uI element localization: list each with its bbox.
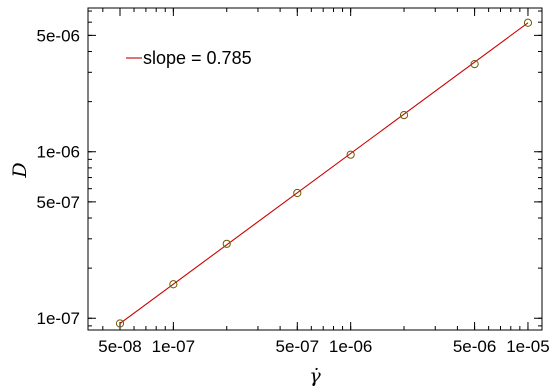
plot-border <box>87 7 543 331</box>
x-axis-label: γ̇ <box>309 365 321 387</box>
data-point <box>169 280 178 289</box>
x-tick-label: 5e-07 <box>276 337 319 356</box>
data-point <box>470 60 479 69</box>
data-point <box>523 18 533 27</box>
legend: slope = 0.785 <box>126 48 252 68</box>
y-tick-label: 1e-07 <box>37 309 80 328</box>
x-tick-label: 5e-06 <box>453 337 496 356</box>
x-axis-ticks: 5e-08 1e-07 5e-07 1e-06 5e-06 1e-05 <box>98 8 550 356</box>
fit-line-layer <box>119 22 529 324</box>
data-point <box>346 150 355 159</box>
x-tick-label: 1e-05 <box>506 337 549 356</box>
data-point <box>115 319 125 328</box>
y-axis-label: D <box>9 162 31 178</box>
y-axis-ticks: 1e-07 5e-07 1e-06 5e-06 <box>37 10 542 328</box>
legend-label: slope = 0.785 <box>143 48 252 68</box>
y-tick-label: 5e-06 <box>37 26 80 45</box>
fit-line <box>119 22 529 324</box>
x-tick-label: 5e-08 <box>98 337 141 356</box>
data-point <box>293 188 302 198</box>
data-point <box>399 110 409 120</box>
y-tick-label: 1e-06 <box>37 143 80 162</box>
plot-frame <box>87 7 543 331</box>
data-point <box>222 239 231 248</box>
x-tick-label: 1e-07 <box>152 337 195 356</box>
data-points-layer <box>115 18 533 328</box>
y-tick-label: 5e-07 <box>37 193 80 212</box>
x-tick-label: 1e-06 <box>329 337 372 356</box>
